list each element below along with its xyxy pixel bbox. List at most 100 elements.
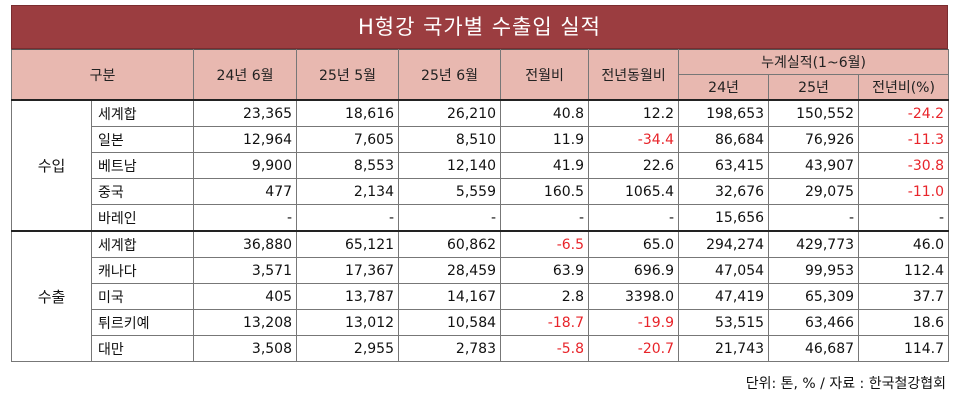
header-cum-24: 24년 xyxy=(678,74,770,101)
value-cell: 36,880 xyxy=(193,230,298,258)
value-cell: 99,953 xyxy=(768,257,860,284)
value-cell: - xyxy=(858,204,950,232)
value-cell: 63,466 xyxy=(768,309,860,336)
value-cell: 65,121 xyxy=(296,230,400,258)
value-cell: - xyxy=(296,204,400,232)
table-row: 중국 477 2,134 5,559 160.5 1065.4 32,676 29,075 -1… xyxy=(12,178,950,205)
value-cell: 53,515 xyxy=(678,309,770,336)
value-cell: 18.6 xyxy=(858,309,950,336)
value-cell: 2,783 xyxy=(398,335,502,362)
value-cell: 26,210 xyxy=(398,99,502,127)
table-row: 미국 405 13,787 14,167 2.8 3398.0 47,419 65,309 37… xyxy=(12,283,950,310)
value-cell: 15,656 xyxy=(678,204,770,232)
value-cell: 63,415 xyxy=(678,152,770,179)
value-cell: -11.0 xyxy=(858,178,950,205)
table-row: 수입 세계합 23,365 18,616 26,210 40.8 12.2 198,653 15… xyxy=(11,99,950,232)
value-cell: 60,862 xyxy=(398,230,502,258)
value-cell: 12,140 xyxy=(398,152,502,179)
value-cell: 29,075 xyxy=(768,178,860,205)
value-cell: 18,616 xyxy=(296,99,400,127)
value-cell: 46,687 xyxy=(768,335,860,362)
value-cell: 63.9 xyxy=(500,257,590,284)
value-cell: 1065.4 xyxy=(588,178,680,205)
value-cell: 76,926 xyxy=(768,126,860,153)
value-cell: 477 xyxy=(193,178,298,205)
country-name: 캐나다 xyxy=(90,257,195,284)
value-cell: -34.4 xyxy=(588,126,680,153)
header-25-05: 25년 5월 xyxy=(296,49,400,101)
value-cell: -19.9 xyxy=(588,309,680,336)
value-cell: 11.9 xyxy=(500,126,590,153)
country-name: 미국 xyxy=(90,283,195,310)
value-cell: 2.8 xyxy=(500,283,590,310)
header-category: 구분 xyxy=(10,49,195,101)
value-cell: 65,309 xyxy=(768,283,860,310)
value-cell: 3,571 xyxy=(193,257,298,284)
table-row: 튀르키예 13,208 13,012 10,584 -18.7 -19.9 53,515 63… xyxy=(12,309,950,336)
table-row: 베트남 9,900 8,553 12,140 41.9 22.6 63,415 43,907-… xyxy=(12,152,950,179)
group-label: 수출 xyxy=(11,230,92,362)
value-cell: 14,167 xyxy=(398,283,502,310)
country-name: 대만 xyxy=(90,335,195,362)
table-row: 캐나다 3,571 17,367 28,459 63.9 696.9 47,054 99,95… xyxy=(12,257,950,284)
country-name: 중국 xyxy=(90,178,195,205)
value-cell: 2,134 xyxy=(296,178,400,205)
header-cumulative: 누계실적(1~6월) xyxy=(678,49,950,75)
value-cell: 40.8 xyxy=(500,99,590,127)
value-cell: -30.8 xyxy=(858,152,950,179)
value-cell: 9,900 xyxy=(193,152,298,179)
source-footnote: 단위: 톤, % / 자료 : 한국철강협회 xyxy=(745,376,946,392)
value-cell: 2,955 xyxy=(296,335,400,362)
header-cum-yoy: 전년비(%) xyxy=(858,74,950,101)
header-yoy: 전년동월비 xyxy=(588,49,680,101)
value-cell: -20.7 xyxy=(588,335,680,362)
value-cell: -18.7 xyxy=(500,309,590,336)
value-cell: 405 xyxy=(193,283,298,310)
header-25-06: 25년 6월 xyxy=(398,49,502,101)
value-cell: - xyxy=(768,204,860,232)
value-cell: 28,459 xyxy=(398,257,502,284)
value-cell: 8,510 xyxy=(398,126,502,153)
country-name: 세계합 xyxy=(90,230,195,258)
value-cell: 47,054 xyxy=(678,257,770,284)
page-title: H형강 국가별 수출입 실적 xyxy=(11,5,948,49)
value-cell: 294,274 xyxy=(678,230,770,258)
header-24-06: 24년 6월 xyxy=(193,49,298,101)
value-cell: - xyxy=(398,204,502,232)
value-cell: 8,553 xyxy=(296,152,400,179)
value-cell: 46.0 xyxy=(858,230,950,258)
value-cell: 13,012 xyxy=(296,309,400,336)
value-cell: 47,419 xyxy=(678,283,770,310)
country-name: 일본 xyxy=(90,126,195,153)
value-cell: 112.4 xyxy=(858,257,950,284)
value-cell: 23,365 xyxy=(193,99,298,127)
value-cell: 3,508 xyxy=(193,335,298,362)
table-row: 대만 3,508 2,955 2,783 -5.8 -20.7 21,743 46,687 11… xyxy=(12,335,950,362)
value-cell: 13,787 xyxy=(296,283,400,310)
value-cell: - xyxy=(500,204,590,232)
value-cell: 37.7 xyxy=(858,283,950,310)
value-cell: 150,552 xyxy=(768,99,860,127)
country-name: 베트남 xyxy=(90,152,195,179)
group-label: 수입 xyxy=(11,99,92,232)
country-name: 세계합 xyxy=(90,99,195,127)
value-cell: -11.3 xyxy=(858,126,950,153)
country-name: 튀르키예 xyxy=(90,309,195,336)
value-cell: -6.5 xyxy=(500,230,590,258)
value-cell: 696.9 xyxy=(588,257,680,284)
value-cell: 429,773 xyxy=(768,230,860,258)
value-cell: 32,676 xyxy=(678,178,770,205)
value-cell: 22.6 xyxy=(588,152,680,179)
value-cell: 114.7 xyxy=(858,335,950,362)
value-cell: - xyxy=(193,204,298,232)
value-cell: 43,907 xyxy=(768,152,860,179)
value-cell: 86,684 xyxy=(678,126,770,153)
value-cell: 17,367 xyxy=(296,257,400,284)
value-cell: 21,743 xyxy=(678,335,770,362)
value-cell: 13,208 xyxy=(193,309,298,336)
country-name: 바레인 xyxy=(90,204,195,232)
value-cell: -5.8 xyxy=(500,335,590,362)
value-cell: 5,559 xyxy=(398,178,502,205)
header-mom: 전월비 xyxy=(500,49,590,101)
value-cell: 41.9 xyxy=(500,152,590,179)
